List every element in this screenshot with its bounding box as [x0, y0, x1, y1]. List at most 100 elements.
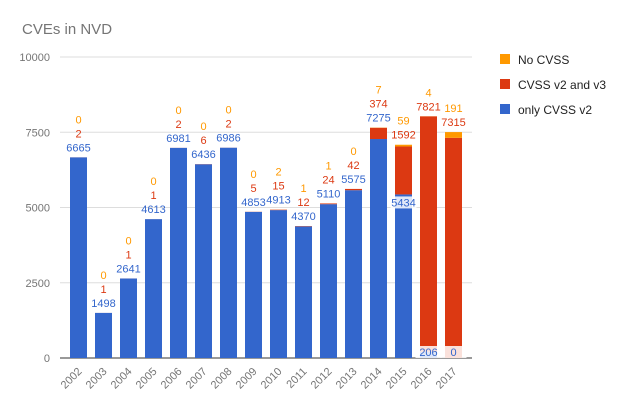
x-tick-label: 2013 — [334, 366, 360, 392]
data-label: 206 — [419, 347, 437, 359]
x-tick-label: 2017 — [434, 366, 460, 392]
x-tick-label: 2015 — [384, 366, 410, 392]
data-label: 1498 — [91, 298, 115, 310]
data-label: 5110 — [317, 188, 341, 200]
bar-segment — [370, 127, 387, 140]
y-tick-label: 2500 — [26, 278, 50, 290]
legend-swatch — [500, 104, 510, 114]
data-label: 2 — [175, 119, 181, 131]
label-bg — [440, 346, 467, 358]
x-tick-label: 2011 — [284, 366, 309, 391]
bar-segment — [420, 116, 437, 352]
data-label: 1 — [100, 284, 106, 296]
data-label: 6981 — [166, 133, 190, 145]
x-tick-label: 2016 — [409, 366, 435, 392]
data-label: 7275 — [366, 113, 390, 125]
data-label: 4370 — [291, 211, 315, 223]
bar-segment — [445, 132, 462, 138]
data-label: 0 — [450, 347, 456, 359]
data-label: 6665 — [66, 142, 90, 154]
data-label: 15 — [272, 181, 284, 193]
bar-segment — [395, 194, 412, 358]
bar-segment — [395, 146, 412, 195]
bar-segment — [70, 157, 87, 358]
label-bg — [415, 346, 442, 358]
bar-segment — [95, 312, 112, 358]
data-label: 5575 — [341, 174, 365, 186]
data-label: 2 — [225, 119, 231, 131]
data-label: 6436 — [191, 149, 215, 161]
bar-segment — [370, 139, 387, 358]
bar-segment — [270, 210, 287, 358]
data-label: 5434 — [391, 197, 415, 209]
data-label: 0 — [75, 114, 81, 126]
data-label: 59 — [397, 116, 409, 128]
data-label: 0 — [175, 105, 181, 117]
data-label: 12 — [297, 197, 309, 209]
data-label: 374 — [369, 99, 387, 111]
data-label: 1 — [150, 190, 156, 202]
chart-title: CVEs in NVD — [22, 21, 112, 38]
data-label: 0 — [350, 146, 356, 158]
data-label: 0 — [225, 105, 231, 117]
data-label: 0 — [125, 235, 131, 247]
data-label: 4913 — [266, 195, 290, 207]
legend-label: CVSS v2 and v3 — [518, 78, 606, 92]
x-tick-label: 2014 — [359, 366, 385, 392]
data-label: 4613 — [141, 204, 165, 216]
data-label: 2641 — [116, 263, 140, 275]
data-label: 2 — [75, 128, 81, 140]
x-tick-label: 2006 — [159, 366, 185, 392]
x-tick-label: 2003 — [84, 366, 110, 392]
bar-segment — [145, 219, 162, 358]
data-label: 7821 — [416, 101, 440, 113]
data-label: 1 — [300, 183, 306, 195]
bar-segment — [120, 278, 137, 358]
data-label: 6 — [200, 135, 206, 147]
x-tick-label: 2007 — [184, 366, 210, 392]
x-tick-label: 2009 — [234, 366, 260, 392]
bar-segment — [445, 137, 462, 358]
data-label: 4853 — [241, 197, 265, 209]
x-tick-label: 2002 — [59, 366, 85, 392]
label-bg — [390, 196, 417, 209]
legend-swatch — [500, 79, 510, 89]
data-label: 1 — [325, 160, 331, 172]
bar-segment — [320, 203, 337, 205]
x-tick-label: 2012 — [309, 366, 335, 392]
data-label: 0 — [200, 121, 206, 133]
data-label: 191 — [444, 103, 462, 115]
data-label: 24 — [322, 174, 334, 186]
bar-segment — [345, 188, 362, 191]
y-tick-label: 5000 — [26, 203, 50, 215]
bar-segment — [170, 147, 187, 358]
data-label: 0 — [150, 176, 156, 188]
legend-label: No CVSS — [518, 53, 569, 67]
legend-label: only CVSS v2 — [518, 103, 592, 117]
y-tick-label: 7500 — [26, 127, 50, 139]
bar-segment — [345, 190, 362, 358]
bar-segment — [245, 211, 262, 358]
y-tick-label: 10000 — [19, 52, 50, 64]
data-label: 0 — [100, 270, 106, 282]
data-label: 5 — [250, 183, 256, 195]
bar-segment — [320, 204, 337, 358]
x-tick-label: 2005 — [134, 366, 160, 392]
bar-segment — [195, 164, 212, 358]
data-label: 6986 — [216, 133, 240, 145]
data-label: 1592 — [391, 130, 415, 142]
bar-segment — [220, 147, 237, 358]
x-tick-label: 2010 — [259, 366, 285, 392]
bar-segment — [295, 226, 312, 358]
data-label: 1 — [125, 249, 131, 261]
bar-segment — [395, 144, 412, 147]
data-label: 42 — [347, 160, 359, 172]
data-label: 0 — [250, 169, 256, 181]
x-tick-label: 2004 — [109, 366, 135, 392]
legend-swatch — [500, 54, 510, 64]
y-tick-label: 0 — [44, 353, 50, 365]
x-tick-label: 2008 — [209, 366, 235, 392]
data-label: 7 — [375, 85, 381, 97]
